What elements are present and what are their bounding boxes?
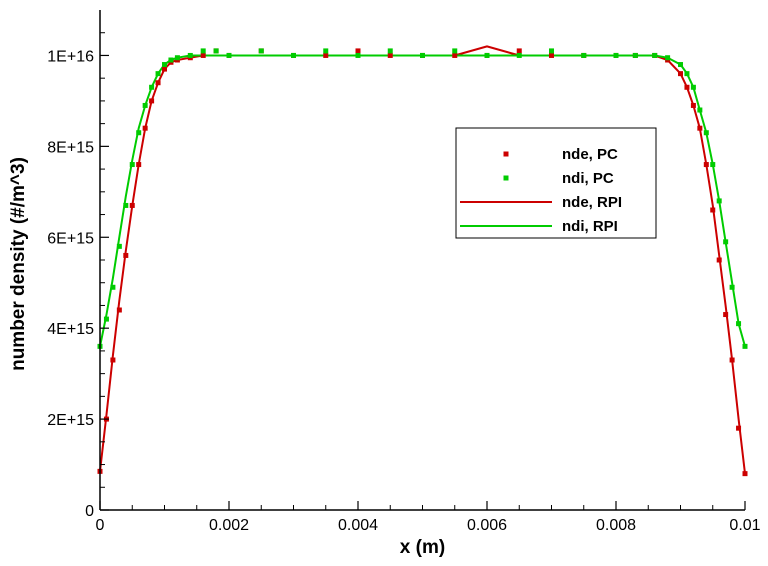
data-point xyxy=(355,48,361,54)
data-point xyxy=(149,84,155,90)
data-point xyxy=(323,52,329,58)
data-point xyxy=(729,357,735,363)
x-tick-label: 0.006 xyxy=(467,517,507,534)
data-point xyxy=(665,55,671,61)
legend-label: ndi, PC xyxy=(562,170,614,187)
data-point xyxy=(174,55,180,61)
data-point xyxy=(387,48,393,54)
y-axis-ticks: 0 2E+15 4E+15 6E+15 8E+15 1E+16 xyxy=(47,32,109,520)
data-point xyxy=(690,84,696,90)
x-tick-label: 0.004 xyxy=(338,517,378,534)
data-point xyxy=(129,162,135,168)
data-point xyxy=(155,71,161,77)
data-point xyxy=(516,48,522,54)
data-point xyxy=(716,198,722,204)
data-point xyxy=(678,71,683,77)
data-point xyxy=(484,52,490,58)
y-axis-title: number density (#/m^3) xyxy=(8,157,29,371)
data-point xyxy=(136,130,142,136)
x-tick-label: 0.01 xyxy=(729,517,760,534)
data-point xyxy=(110,284,116,290)
data-point xyxy=(129,202,135,208)
data-point xyxy=(323,48,329,54)
data-point xyxy=(742,471,748,477)
data-point xyxy=(716,257,722,263)
series-layer xyxy=(97,45,748,477)
data-point xyxy=(149,98,155,104)
data-point xyxy=(736,425,742,431)
data-point xyxy=(697,125,703,131)
data-point xyxy=(710,162,716,168)
data-point xyxy=(213,48,219,54)
x-tick-label: 0.008 xyxy=(596,517,636,534)
data-point xyxy=(710,207,716,213)
legend: nde, PC ndi, PC nde, RPI ndi, RPI xyxy=(455,127,657,239)
data-point xyxy=(155,80,161,86)
y-tick-label: 2E+15 xyxy=(47,412,94,429)
data-point xyxy=(729,284,735,290)
legend-box xyxy=(455,127,657,239)
data-point xyxy=(200,52,206,58)
legend-marker xyxy=(503,175,509,181)
data-point xyxy=(723,239,729,245)
x-tick-label: 0 xyxy=(96,517,105,534)
legend-label: ndi, RPI xyxy=(562,218,618,235)
data-point xyxy=(136,162,142,168)
data-point xyxy=(103,316,109,322)
x-tick-label: 0.002 xyxy=(209,517,249,534)
x-axis-title: x (m) xyxy=(400,537,445,558)
data-point xyxy=(516,52,522,58)
y-tick-label: 6E+15 xyxy=(47,230,94,247)
axes xyxy=(99,10,745,511)
data-point xyxy=(123,252,129,258)
data-point xyxy=(258,48,264,54)
data-point xyxy=(123,202,129,208)
data-point xyxy=(652,52,658,58)
data-point xyxy=(187,52,193,58)
x-axis-ticks: 0 0.002 0.004 0.006 0.008 0.01 xyxy=(96,501,761,534)
data-point xyxy=(632,52,638,58)
data-point xyxy=(549,52,554,58)
data-point xyxy=(226,52,232,58)
data-point xyxy=(387,52,393,58)
legend-label: nde, PC xyxy=(562,146,618,163)
legend-marker xyxy=(503,151,509,157)
data-point xyxy=(291,52,296,58)
legend-label: nde, RPI xyxy=(562,194,622,211)
data-point xyxy=(703,162,709,168)
data-point xyxy=(168,57,174,63)
data-point xyxy=(452,52,458,58)
data-point xyxy=(684,84,690,90)
data-point xyxy=(110,357,116,363)
series-line xyxy=(99,45,746,474)
data-point xyxy=(142,102,148,108)
data-point xyxy=(690,102,696,108)
data-point xyxy=(142,125,148,131)
y-tick-label: 1E+16 xyxy=(47,48,94,65)
data-point xyxy=(116,307,122,313)
data-point xyxy=(200,48,206,54)
data-point xyxy=(684,71,690,77)
data-point xyxy=(697,107,703,113)
data-point xyxy=(116,243,122,249)
data-point xyxy=(549,48,554,54)
data-point xyxy=(678,62,683,68)
data-point xyxy=(355,52,361,58)
data-point xyxy=(452,48,458,54)
data-point xyxy=(723,312,729,318)
data-point xyxy=(420,52,425,58)
data-point xyxy=(703,130,709,136)
y-tick-label: 8E+15 xyxy=(47,139,94,156)
y-tick-label: 0 xyxy=(85,503,94,520)
data-point xyxy=(581,52,587,58)
data-point xyxy=(162,62,167,68)
data-point xyxy=(613,52,619,58)
data-point xyxy=(162,66,167,72)
y-tick-label: 4E+15 xyxy=(47,321,94,338)
data-point xyxy=(736,321,742,327)
data-point xyxy=(742,343,748,349)
